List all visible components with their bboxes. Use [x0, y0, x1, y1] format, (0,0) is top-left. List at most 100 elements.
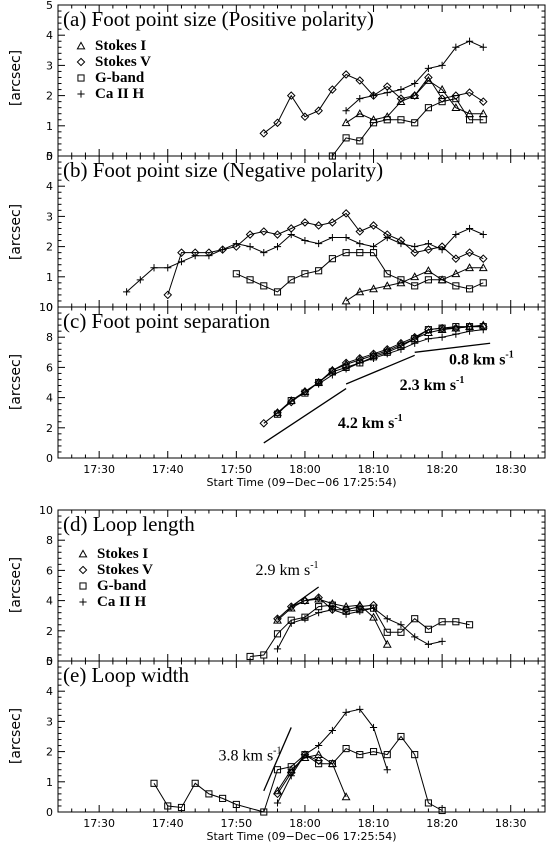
- data-point: [259, 227, 269, 236]
- data-point: [424, 73, 433, 82]
- data-point: [438, 276, 446, 284]
- data-point: [465, 248, 474, 257]
- series-square: [273, 323, 487, 418]
- x-tick-label: 18:30: [495, 817, 527, 830]
- legend-label: Ca II H: [95, 86, 145, 102]
- data-point: [452, 230, 460, 239]
- data-point: [328, 726, 336, 735]
- data-point: [356, 137, 364, 145]
- data-point: [300, 112, 310, 122]
- data-point: [479, 116, 487, 124]
- data-point: [342, 365, 350, 373]
- data-point: [396, 97, 406, 106]
- y-tick-label: 5: [46, 655, 53, 668]
- panel-d: 0 2 4 6 8 10 [arcsec] (d) Loop length 2.9 km s-1…: [8, 504, 546, 668]
- y-tick-label: 8: [46, 534, 53, 547]
- data-point: [383, 88, 391, 97]
- series-diamond: [273, 593, 378, 624]
- rate-line: [290, 586, 320, 608]
- data-point: [452, 282, 460, 290]
- data-point: [438, 637, 446, 645]
- data-point: [341, 296, 351, 305]
- y-axis-label: [arcsec]: [8, 354, 24, 410]
- y-tick-label: 4: [46, 180, 53, 193]
- data-point: [438, 61, 446, 69]
- data-point: [369, 243, 378, 251]
- data-point: [273, 288, 282, 296]
- series-line: [345, 40, 484, 112]
- y-tick-label: 4: [46, 595, 53, 608]
- data-point: [177, 248, 186, 257]
- data-point: [342, 610, 350, 618]
- data-point: [356, 359, 364, 367]
- data-point: [341, 118, 351, 127]
- data-point: [411, 119, 419, 127]
- y-tick-label: 3: [46, 210, 53, 223]
- data-point: [328, 255, 336, 263]
- data-point: [410, 272, 420, 281]
- data-point: [260, 282, 268, 290]
- y-tick-label: 6: [46, 361, 53, 374]
- data-point: [465, 88, 474, 97]
- data-point: [163, 290, 173, 300]
- x-tick-label: 17:50: [220, 817, 252, 830]
- data-point: [314, 756, 323, 765]
- data-point: [396, 94, 406, 103]
- x-tick-label: 18:20: [426, 817, 458, 830]
- data-point: [355, 227, 365, 236]
- data-point: [438, 246, 446, 254]
- panel-title: (b) Foot point size (Negative polarity): [63, 158, 383, 182]
- data-point: [479, 230, 487, 239]
- data-point: [273, 630, 282, 638]
- legend-symbol: [79, 598, 87, 606]
- rate-label: 2.9 km s-1: [256, 560, 319, 579]
- data-point: [411, 751, 419, 759]
- data-point: [315, 609, 323, 617]
- data-point: [273, 614, 282, 624]
- data-point: [259, 418, 269, 428]
- data-point: [260, 651, 268, 659]
- data-point: [424, 625, 432, 633]
- rate-line: [414, 342, 491, 353]
- y-tick-label: 4: [46, 392, 53, 405]
- legend-symbol: [79, 582, 87, 590]
- data-point: [356, 705, 364, 713]
- data-point: [191, 779, 199, 787]
- data-point: [451, 269, 461, 278]
- data-point: [451, 254, 461, 263]
- data-point: [287, 619, 295, 627]
- data-point: [287, 772, 295, 780]
- data-point: [328, 371, 336, 379]
- y-tick-label: 4: [46, 29, 53, 42]
- data-point: [328, 218, 337, 227]
- data-point: [369, 723, 378, 732]
- data-point: [315, 741, 323, 750]
- data-point: [382, 281, 392, 290]
- series-square: [328, 95, 487, 160]
- data-point: [452, 95, 460, 103]
- data-point: [301, 389, 309, 397]
- plot-frame: [57, 660, 546, 813]
- data-point: [438, 618, 446, 626]
- data-point: [328, 233, 336, 242]
- x-tick-label: 17:40: [152, 817, 184, 830]
- x-tick-label: 18:00: [289, 463, 321, 476]
- panel-title: (a) Foot point size (Positive polarity): [63, 7, 374, 31]
- data-point: [123, 288, 131, 296]
- data-point: [301, 615, 309, 623]
- data-point: [287, 276, 295, 284]
- data-point: [411, 615, 419, 623]
- rate-line: [263, 727, 292, 792]
- y-tick-label: 1: [46, 776, 53, 789]
- legend-symbol: [76, 57, 86, 67]
- legend-symbol: [78, 549, 88, 558]
- series-line: [277, 326, 484, 415]
- y-tick-label: 3: [46, 715, 53, 728]
- y-tick-label: 10: [39, 504, 53, 517]
- data-point: [301, 270, 309, 278]
- series-plus: [273, 705, 391, 807]
- data-point: [260, 808, 268, 816]
- data-point: [424, 640, 433, 648]
- data-point: [452, 330, 460, 338]
- data-point: [342, 708, 350, 716]
